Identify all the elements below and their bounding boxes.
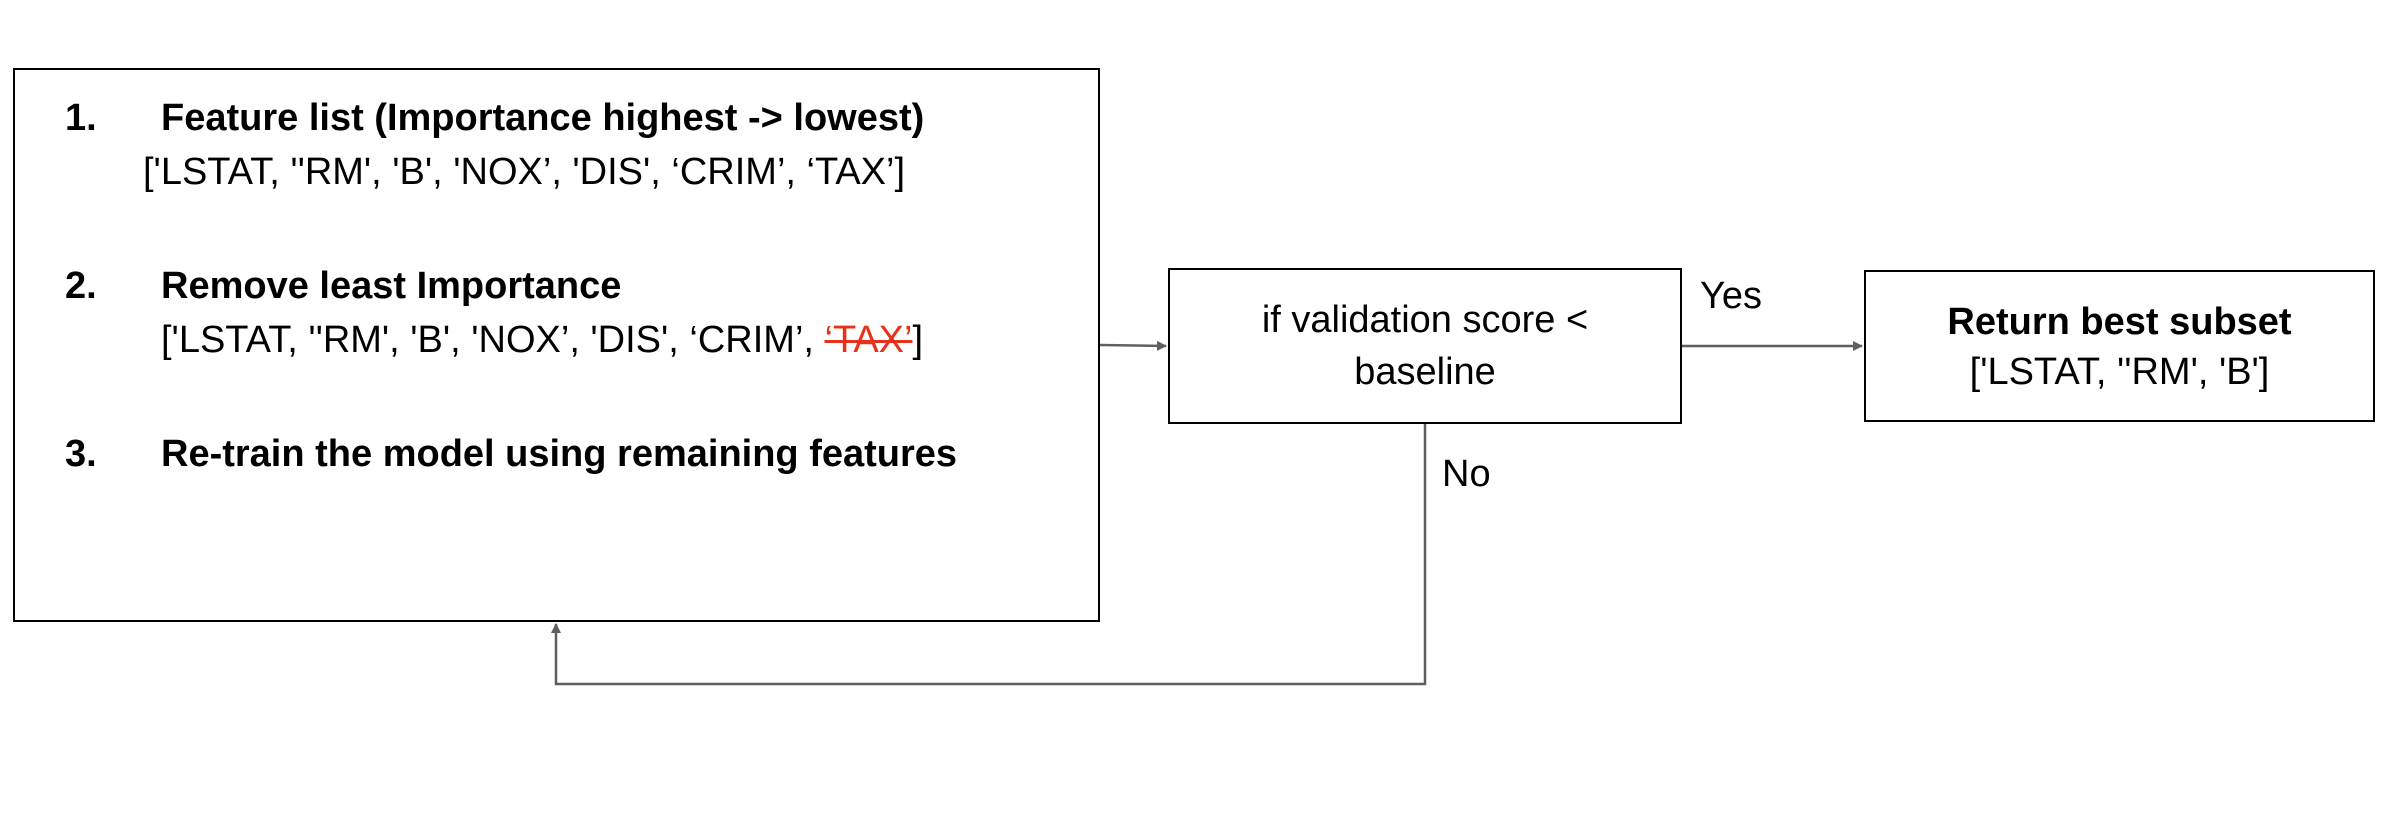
decision-line-2: baseline <box>1354 351 1496 393</box>
process-box: 1. Feature list (Importance highest -> l… <box>13 68 1100 622</box>
step-3-title: Re-train the model using remaining featu… <box>161 433 958 475</box>
yes-label: Yes <box>1700 275 1762 317</box>
result-feature-list: ['LSTAT, ''RM', 'B'] <box>1969 351 2270 393</box>
arrow-process-to-decision <box>1099 340 1167 351</box>
result-box: Return best subset ['LSTAT, ''RM', 'B'] <box>1864 270 2375 422</box>
step-1-feature-list: ['LSTAT, ''RM', 'B', 'NOX’, 'DIS', ‘CRIM… <box>143 151 906 193</box>
arrow-decision-loop-no <box>551 424 1427 686</box>
step-2-removed-feature: ‘TAX’ <box>824 319 913 361</box>
step-2-title: Remove least Importance <box>161 265 622 307</box>
step-1-number: 1. <box>65 97 97 139</box>
step-1-title: Feature list (Importance highest -> lowe… <box>161 97 925 139</box>
decision-line-1: if validation score < <box>1261 299 1589 341</box>
no-label: No <box>1442 453 1491 495</box>
step-3-number: 3. <box>65 433 97 475</box>
result-title: Return best subset <box>1947 301 2292 343</box>
step-2-number: 2. <box>65 265 97 307</box>
step-2-remaining-features: ['LSTAT, ''RM', 'B', 'NOX’, 'DIS', ‘CRIM… <box>161 319 825 361</box>
step-2-list-close: ] <box>912 319 924 361</box>
step-2-feature-list: ['LSTAT, ''RM', 'B', 'NOX’, 'DIS', ‘CRIM… <box>161 316 923 364</box>
decision-box: if validation score < baseline <box>1168 268 1682 424</box>
